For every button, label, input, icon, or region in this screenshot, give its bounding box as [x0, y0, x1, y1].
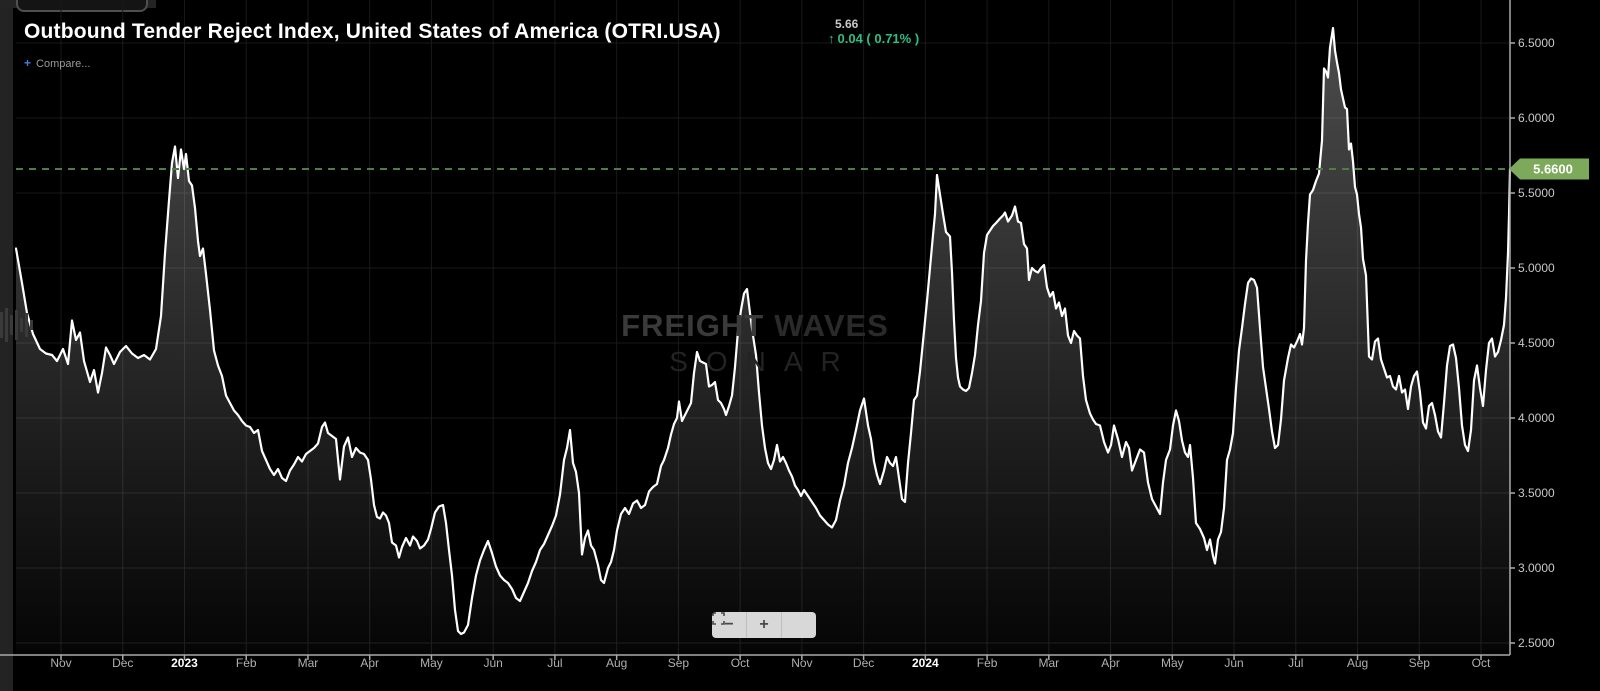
- zoom-out-button[interactable]: −: [724, 616, 734, 633]
- y-tick-label: 2.5000: [1518, 636, 1555, 650]
- x-tick-label-month: Aug: [605, 656, 628, 670]
- x-tick-label-month: Nov: [50, 656, 72, 670]
- x-tick-label-month: Mar: [1038, 656, 1060, 670]
- x-tick-label-year: 2024: [911, 656, 939, 670]
- price-line: [14, 26, 1512, 636]
- x-tick-label-month: Oct: [730, 656, 750, 670]
- zoom-in-button[interactable]: +: [746, 612, 781, 638]
- x-tick-label-month: Nov: [791, 656, 813, 670]
- area-fill: [16, 28, 1510, 655]
- x-tick-label-month: Jun: [483, 656, 503, 670]
- y-tick-label: 6.5000: [1518, 36, 1555, 50]
- x-tick-label-month: Jul: [1288, 656, 1304, 670]
- x-tick-label-month: Feb: [235, 656, 257, 670]
- x-tick-label-month: Mar: [297, 656, 319, 670]
- y-tick-label: 4.0000: [1518, 411, 1555, 425]
- x-tick-label-month: Dec: [852, 656, 875, 670]
- x-tick-label-month: Apr: [360, 656, 380, 670]
- chart-title: Outbound Tender Reject Index, United Sta…: [24, 20, 721, 43]
- compare-label: Compare...: [36, 58, 91, 70]
- x-tick-label-month: Jul: [547, 656, 563, 670]
- change-text: ↑ 0.04 ( 0.71% ): [828, 31, 919, 46]
- last-value-badge: 5.6600: [1509, 158, 1589, 180]
- y-tick-label: 4.5000: [1518, 336, 1555, 350]
- x-tick-label-month: Feb: [976, 656, 998, 670]
- x-tick-label-month: Aug: [1346, 656, 1369, 670]
- y-tick-label: 3.0000: [1518, 561, 1555, 575]
- y-tick-label: 5.5000: [1518, 186, 1555, 200]
- x-tick-label-month: Jun: [1224, 656, 1244, 670]
- x-tick-label-month: May: [420, 656, 443, 670]
- compare-button[interactable]: + Compare...: [24, 56, 90, 70]
- x-tick-label-month: May: [1160, 656, 1184, 670]
- up-arrow-icon: ↑: [828, 31, 835, 46]
- fullscreen-button[interactable]: [712, 612, 816, 638]
- change-amount: 0.04 ( 0.71% ): [837, 31, 920, 46]
- y-tick-label: 5.0000: [1518, 261, 1555, 275]
- fullscreen-icon: [712, 612, 725, 625]
- x-tick-label-month: Oct: [1471, 656, 1491, 670]
- x-tick-label-month: Sep: [1408, 656, 1430, 670]
- plus-icon: +: [24, 56, 32, 70]
- zoom-toolbar: − +: [712, 612, 816, 638]
- x-tick-label-month: Sep: [667, 656, 690, 670]
- x-tick-label-month: Dec: [112, 656, 134, 670]
- y-tick-label: 3.5000: [1518, 486, 1555, 500]
- last-value-text: 5.66: [835, 17, 859, 31]
- left-gutter-strip: [0, 0, 13, 691]
- x-tick-label-month: Apr: [1101, 656, 1120, 670]
- x-tick-label-year: 2023: [171, 656, 198, 670]
- cut-off-toolbar-button[interactable]: [16, 0, 148, 12]
- y-tick-label: 6.0000: [1518, 111, 1555, 125]
